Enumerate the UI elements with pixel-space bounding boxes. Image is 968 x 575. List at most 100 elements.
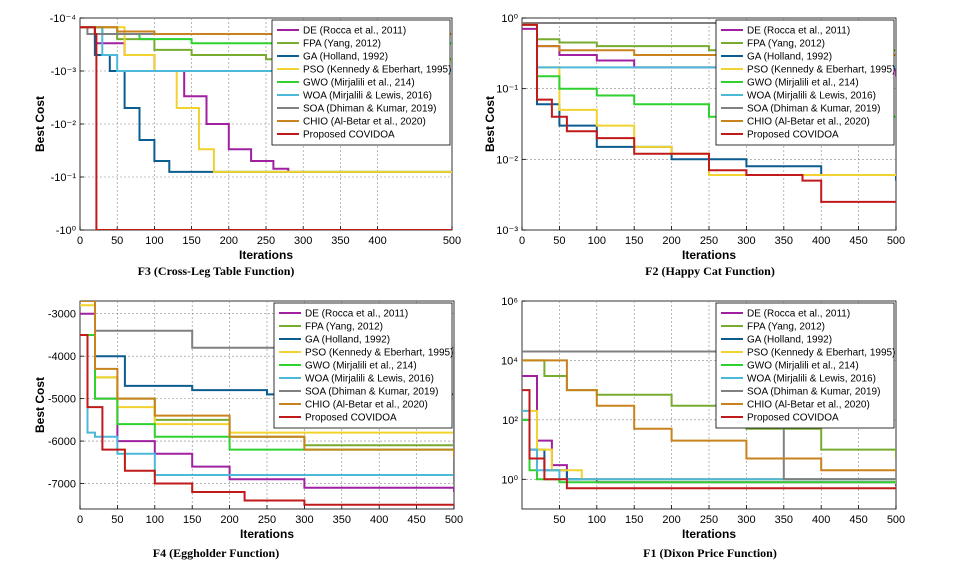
- legend-label: CHIO (Al-Betar et al., 2020): [303, 117, 426, 128]
- x-tick-label: 250: [257, 235, 275, 247]
- x-tick-label: 50: [553, 235, 565, 247]
- legend-label: CHIO (Al-Betar et al., 2020): [747, 400, 870, 411]
- x-tick-label: 0: [519, 235, 525, 247]
- legend-box: [273, 302, 453, 429]
- legend-label: GWO (Mirjalili et al., 214): [747, 78, 859, 89]
- chart-caption: F3 (Cross-Leg Table Function): [138, 264, 295, 278]
- x-tick-label: 150: [183, 514, 201, 526]
- x-tick-label: 250: [700, 514, 718, 526]
- chart-panel-4: 50 100 150 200 250 300 350 400 450 500 10⁶ 10⁴ 10² 10…: [501, 296, 905, 560]
- legend: DE (Rocca et al., 2011) FPA (Yang, 2012) G…: [715, 19, 895, 146]
- series-group: [522, 22, 896, 203]
- x-tick-label: 500: [443, 235, 461, 247]
- legend-box: [271, 19, 451, 146]
- x-tick-label: 500: [887, 514, 905, 526]
- legend-label: FPA (Yang, 2012): [747, 39, 825, 50]
- y-tick-label: 10⁻³: [496, 225, 518, 237]
- y-tick-label: 10²: [502, 415, 518, 427]
- series-line-proposed: [80, 334, 454, 506]
- legend-label: Proposed COVIDOA: [305, 413, 397, 424]
- x-axis-title: Iterations: [239, 248, 293, 262]
- legend-label: SOA (Dhiman & Kumar, 2019): [305, 387, 438, 398]
- chart-caption: F2 (Happy Cat Function): [645, 264, 775, 278]
- x-tick-label: 200: [662, 514, 680, 526]
- x-tick-label: 500: [445, 514, 463, 526]
- legend-label: FPA (Yang, 2012): [747, 322, 825, 333]
- legend-label: CHIO (Al-Betar et al., 2020): [747, 117, 870, 128]
- series-line-pso: [80, 26, 452, 173]
- chart-caption: F1 (Dixon Price Function): [643, 546, 777, 560]
- x-tick-label: 300: [294, 235, 312, 247]
- legend-label: FPA (Yang, 2012): [303, 39, 381, 50]
- legend-label: GA (Holland, 1992): [747, 52, 832, 63]
- x-tick-label: 0: [77, 235, 83, 247]
- legend-label: WOA (Mirjalili & Lewis, 2016): [747, 374, 876, 385]
- legend-label: GA (Holland, 1992): [747, 335, 832, 346]
- legend-label: SOA (Dhiman & Kumar, 2019): [747, 387, 880, 398]
- x-tick-label: 250: [700, 235, 718, 247]
- y-tick-label: -10⁻²: [51, 119, 77, 131]
- y-axis-title: Best Cost: [33, 377, 47, 433]
- y-tick-label: 10⁻¹: [496, 84, 518, 96]
- y-tick-label: -10⁻¹: [51, 172, 77, 184]
- x-tick-label: 200: [662, 235, 680, 247]
- legend-label: PSO (Kennedy & Eberhart, 1995): [747, 348, 895, 359]
- legend-label: Proposed COVIDOA: [747, 413, 839, 424]
- y-tick-label: 10⁰: [501, 474, 518, 486]
- x-tick-label: 350: [775, 514, 793, 526]
- y-tick-label: -10⁻⁴: [50, 13, 77, 25]
- legend-label: GWO (Mirjalili et al., 214): [303, 78, 415, 89]
- y-tick-label: -4000: [48, 351, 76, 363]
- legend: DE (Rocca et al., 2011) FPA (Yang, 2012) G…: [715, 302, 895, 429]
- x-tick-label: 350: [775, 235, 793, 247]
- legend-label: Proposed COVIDOA: [747, 130, 839, 141]
- x-tick-label: 300: [737, 514, 755, 526]
- x-tick-label: 350: [331, 235, 349, 247]
- legend: DE (Rocca et al., 2011) FPA (Yang, 2012) G…: [271, 19, 451, 146]
- y-tick-label: 10⁴: [501, 355, 518, 367]
- legend-label: Proposed COVIDOA: [303, 130, 395, 141]
- chart-caption: F4 (Eggholder Function): [153, 546, 279, 560]
- x-tick-label: 150: [182, 235, 200, 247]
- x-axis-title: Iterations: [240, 527, 294, 541]
- x-tick-label: 500: [887, 235, 905, 247]
- y-tick-label: -5000: [48, 394, 76, 406]
- y-tick-label: 10⁶: [501, 296, 518, 308]
- x-tick-label: 250: [258, 514, 276, 526]
- series-line-proposed: [522, 389, 896, 490]
- x-tick-label: 400: [812, 514, 830, 526]
- x-tick-label: 200: [220, 514, 238, 526]
- x-tick-label: 450: [849, 514, 867, 526]
- legend-label: PSO (Kennedy & Eberhart, 1995): [305, 348, 453, 359]
- series-line-proposed: [522, 23, 896, 203]
- x-tick-label: 200: [220, 235, 238, 247]
- legend-label: PSO (Kennedy & Eberhart, 1995): [747, 65, 895, 76]
- legend-label: DE (Rocca et al., 2011): [303, 26, 406, 37]
- x-tick-label: 100: [588, 514, 606, 526]
- x-tick-label: 400: [370, 514, 388, 526]
- series-group: [522, 350, 896, 490]
- legend-label: WOA (Mirjalili & Lewis, 2016): [747, 91, 876, 102]
- legend-label: CHIO (Al-Betar et al., 2020): [305, 400, 428, 411]
- series-line-chio: [80, 301, 454, 459]
- series-line-fpa: [522, 359, 896, 459]
- legend-label: WOA (Mirjalili & Lewis, 2016): [303, 91, 432, 102]
- legend: DE (Rocca et al., 2011) FPA (Yang, 2012) G…: [273, 302, 453, 429]
- x-tick-label: 400: [368, 235, 386, 247]
- y-tick-label: -3000: [48, 309, 76, 321]
- legend-label: FPA (Yang, 2012): [305, 322, 383, 333]
- series-line-proposed: [80, 26, 452, 230]
- legend-box: [715, 302, 895, 429]
- x-tick-label: 150: [625, 235, 643, 247]
- chart-panel-1: 0 50 100 150 200 250 300 350 400 500 -10⁻⁴ -10⁻³ -10…: [33, 13, 461, 278]
- legend-label: SOA (Dhiman & Kumar, 2019): [747, 104, 880, 115]
- legend-label: DE (Rocca et al., 2011): [747, 26, 850, 37]
- legend-label: GWO (Mirjalili et al., 214): [305, 361, 417, 372]
- x-tick-label: 450: [407, 514, 425, 526]
- legend-label: PSO (Kennedy & Eberhart, 1995): [303, 65, 451, 76]
- legend-label: WOA (Mirjalili & Lewis, 2016): [305, 374, 434, 385]
- x-tick-label: 300: [295, 514, 313, 526]
- y-tick-label: 10⁻²: [496, 154, 518, 166]
- y-axis-title: Best Cost: [483, 96, 497, 152]
